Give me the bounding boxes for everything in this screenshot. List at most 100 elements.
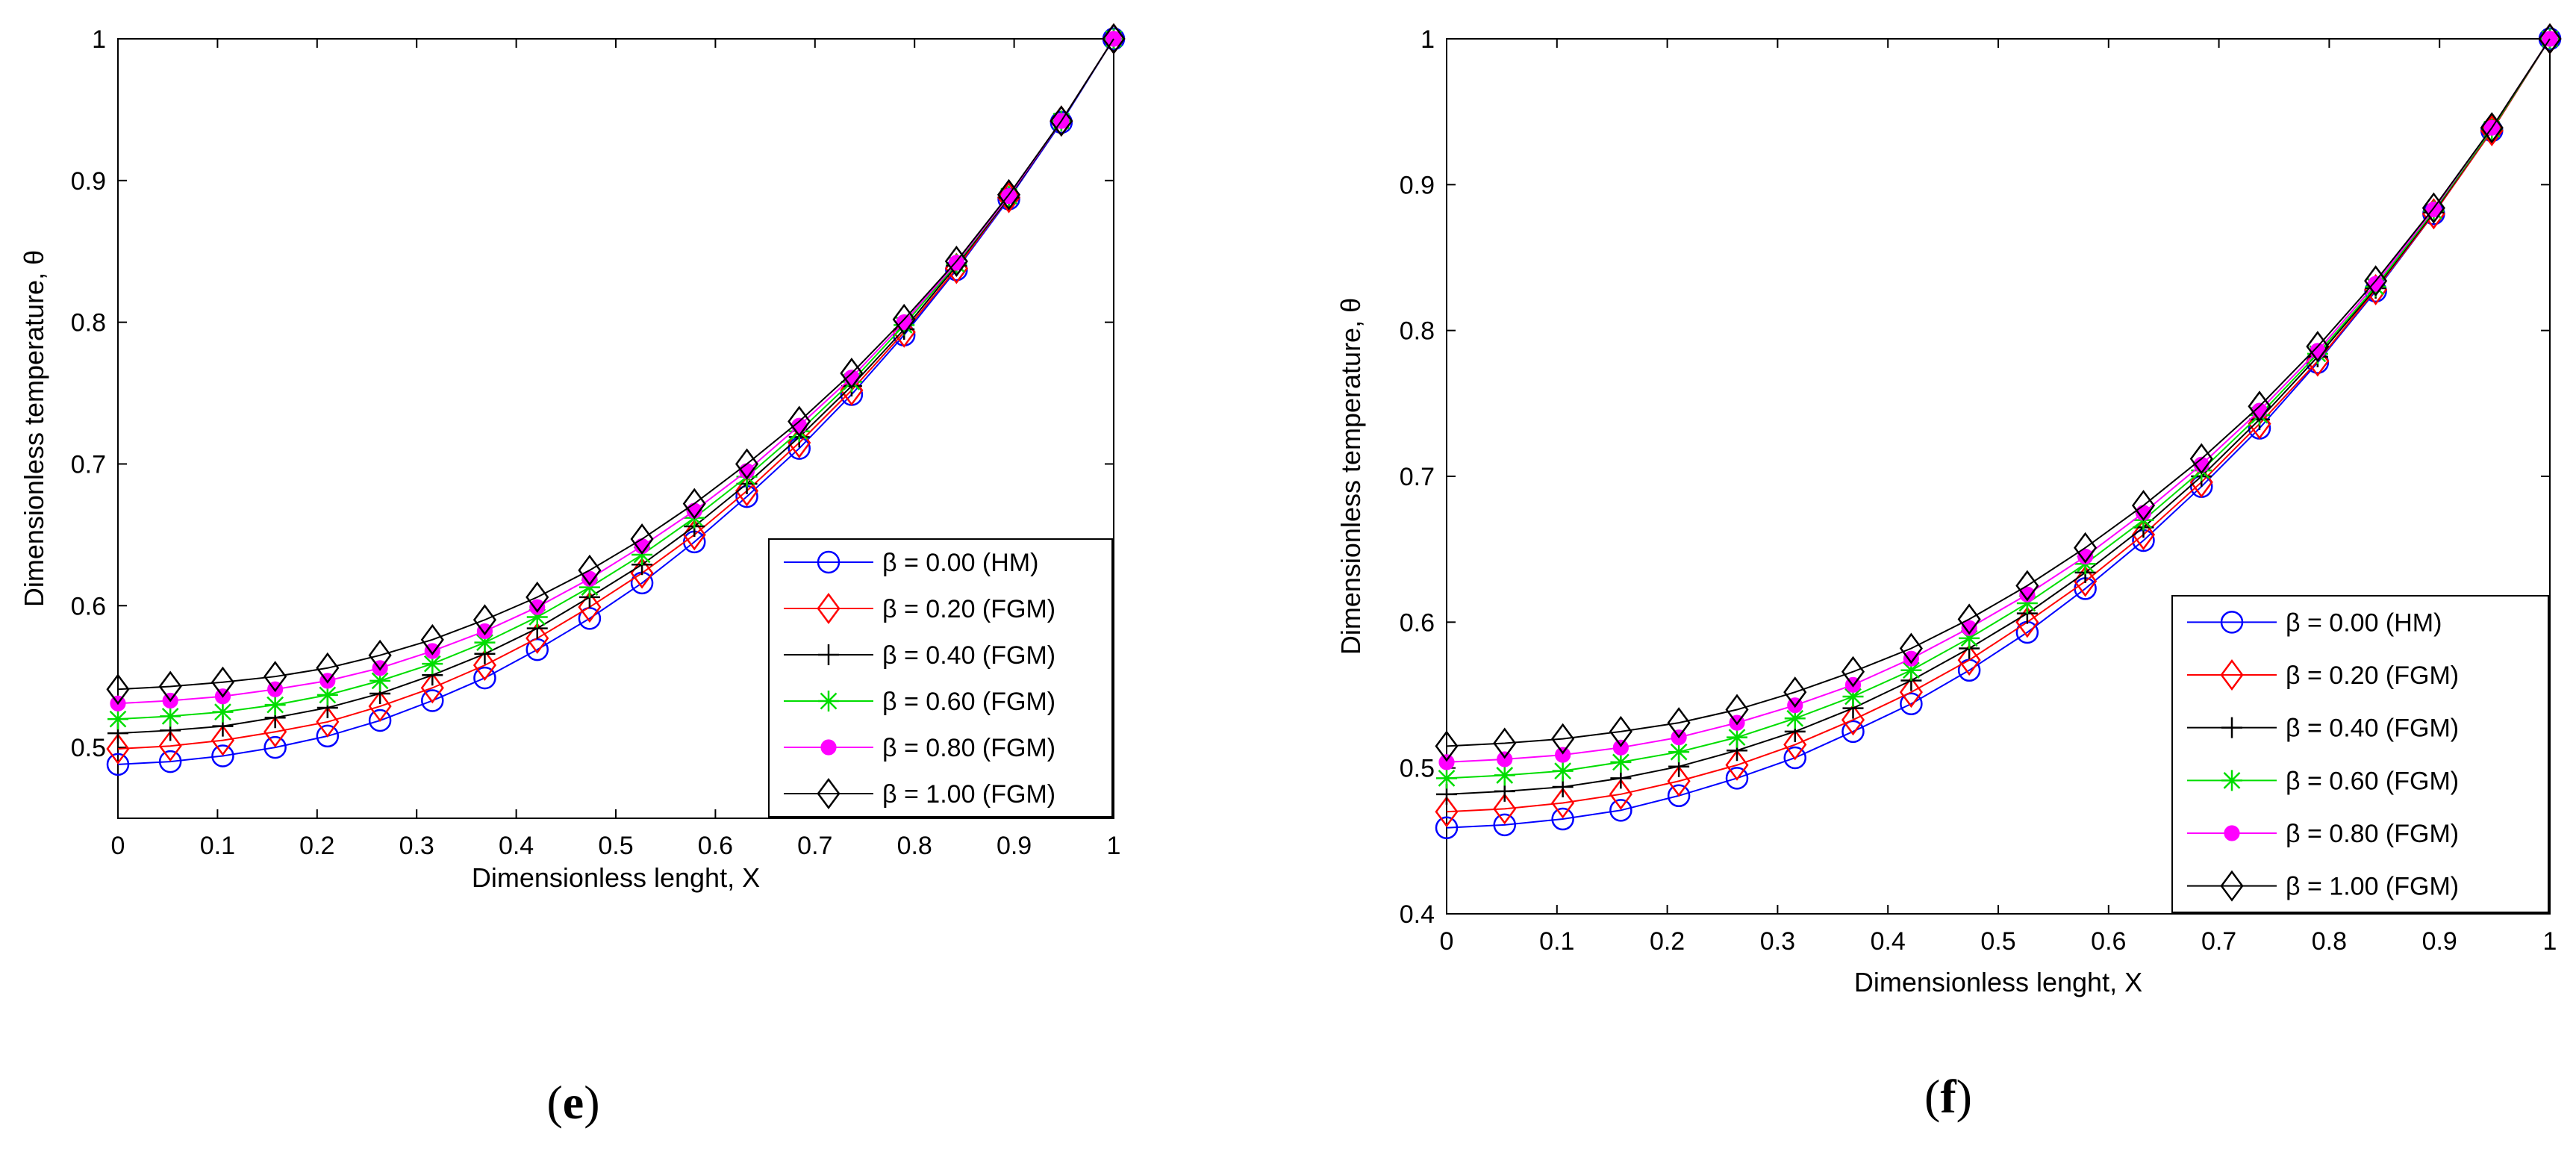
data-point xyxy=(2015,570,2039,602)
series-line xyxy=(117,38,1114,705)
data-point xyxy=(735,448,759,480)
data-point xyxy=(1493,793,1517,825)
data-point xyxy=(1497,751,1513,767)
y-tick-label: 0.8 xyxy=(1400,317,1435,346)
legend-marker xyxy=(2220,658,2244,691)
legend-entry: β = 1.00 (FGM) xyxy=(882,780,1055,809)
data-point xyxy=(1667,707,1691,739)
y-tick-label: 0.5 xyxy=(71,734,106,762)
legend-entry: β = 0.40 (FGM) xyxy=(2286,714,2459,743)
legend-marker xyxy=(2224,825,2240,841)
data-point xyxy=(526,606,548,628)
data-point xyxy=(2248,390,2271,423)
data-point xyxy=(1551,807,1574,831)
x-tick-label: 0.6 xyxy=(2091,927,2126,956)
data-point xyxy=(1957,603,1981,635)
data-point xyxy=(1552,760,1574,782)
data-point xyxy=(158,730,182,762)
data-point xyxy=(1667,784,1691,808)
data-point xyxy=(1494,765,1515,786)
y-tick-label: 0.8 xyxy=(71,309,106,337)
data-point xyxy=(2421,192,2445,224)
data-point xyxy=(1841,656,1865,688)
x-tick-label: 0.6 xyxy=(698,832,733,860)
data-point xyxy=(682,519,706,551)
x-tick-label: 0 xyxy=(111,832,125,860)
y-tick-label: 0.4 xyxy=(1400,900,1435,929)
data-point xyxy=(420,623,444,656)
legend-marker xyxy=(817,550,841,574)
data-point xyxy=(2074,532,2098,564)
data-point xyxy=(1783,729,1807,761)
data-point xyxy=(1727,726,1748,748)
panel-label-letter: e xyxy=(563,1076,584,1129)
data-point xyxy=(107,709,128,730)
legend-entry: β = 0.40 (FGM) xyxy=(882,641,1055,670)
data-point xyxy=(1959,627,1980,649)
x-tick-label: 0.4 xyxy=(499,832,534,860)
x-tick-label: 0.9 xyxy=(997,832,1032,860)
x-tick-label: 0.2 xyxy=(299,832,334,860)
data-point xyxy=(1725,767,1749,790)
data-point xyxy=(473,649,497,681)
chart-panel-e: 0 0.1 0.2 0.3 0.4 0.5 0.6 0.7 0.8 0.9 1 0.5 0.6 0.7 0.… xyxy=(19,22,1126,1129)
data-point xyxy=(630,523,654,555)
panel-label-close: ) xyxy=(1956,1070,1972,1123)
series-line xyxy=(1446,38,2551,795)
data-point xyxy=(682,488,706,520)
data-point xyxy=(2131,519,2156,551)
legend-entry: β = 0.20 (FGM) xyxy=(2286,661,2459,690)
data-point xyxy=(316,652,340,684)
data-point xyxy=(892,303,916,335)
panel-label-close: ) xyxy=(584,1076,599,1129)
legend-entry: β = 0.60 (FGM) xyxy=(882,688,1055,716)
data-point xyxy=(158,670,182,703)
data-point xyxy=(1609,715,1632,747)
data-point xyxy=(1438,754,1455,770)
data-point xyxy=(211,744,234,767)
data-point xyxy=(1841,704,1865,736)
chart-panel-f: 0 0.1 0.2 0.3 0.4 0.5 0.6 0.7 0.8 0.9 1 0.4 0.5 0.6 0.… xyxy=(1335,22,2562,1123)
legend: β = 0.00 (HM) β = 0.20 (FGM) β = 0.40 (FGM… xyxy=(768,538,1113,818)
data-point xyxy=(473,604,497,636)
data-point xyxy=(1725,694,1749,726)
data-point xyxy=(369,670,391,691)
x-tick-label: 0.1 xyxy=(1539,927,1574,956)
legend-marker xyxy=(818,691,839,711)
x-tick-label: 0.3 xyxy=(1760,927,1795,956)
data-point xyxy=(1050,105,1073,137)
data-point xyxy=(1435,730,1459,762)
data-point xyxy=(106,753,130,776)
data-point xyxy=(581,570,598,587)
data-point xyxy=(158,750,182,773)
data-point xyxy=(1900,692,1923,715)
legend-box xyxy=(2171,595,2549,913)
data-point xyxy=(2131,490,2156,522)
data-point xyxy=(264,694,286,716)
data-point xyxy=(210,724,235,756)
y-tick-label: 0.7 xyxy=(1400,463,1435,491)
y-tick-label: 1 xyxy=(92,25,106,54)
series-5 xyxy=(106,22,1126,706)
data-point xyxy=(526,581,549,613)
data-point xyxy=(1493,813,1516,837)
data-point xyxy=(1435,796,1459,828)
data-point xyxy=(210,666,235,698)
x-tick-label: 0.1 xyxy=(200,832,235,860)
data-point xyxy=(840,357,864,389)
data-point xyxy=(1102,22,1126,55)
x-axis-label: Dimensionless lenght, X xyxy=(472,862,760,893)
data-point xyxy=(1610,751,1632,773)
data-point xyxy=(421,689,444,712)
data-point xyxy=(368,639,392,671)
y-axis-label: Dimensionless temperature, θ xyxy=(19,250,49,607)
data-point xyxy=(1609,799,1632,822)
data-point xyxy=(1555,747,1571,763)
data-point xyxy=(1784,708,1806,729)
x-axis-label: Dimensionless lenght, X xyxy=(1854,967,2142,997)
data-point xyxy=(1961,620,1977,636)
legend-marker xyxy=(820,739,837,756)
x-tick-label: 0.8 xyxy=(2312,927,2347,956)
data-point xyxy=(1493,727,1517,759)
legend-marker xyxy=(2221,717,2242,738)
